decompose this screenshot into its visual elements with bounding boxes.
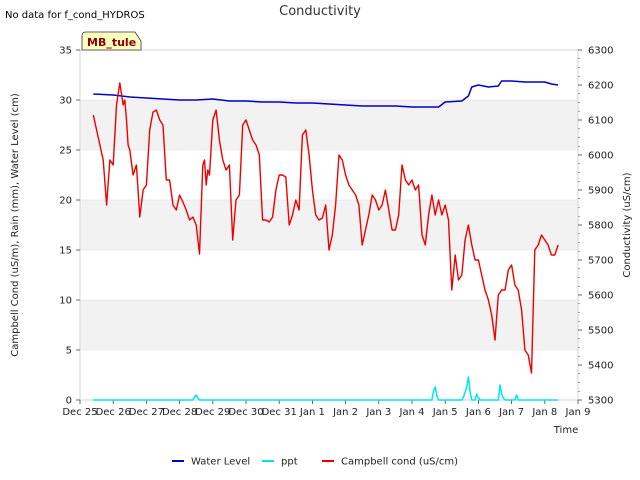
x-tick-label: Jan 8 [531, 407, 557, 418]
x-tick-label: Jan 9 [565, 407, 591, 418]
y2-tick-label: 6200 [588, 81, 613, 92]
y2-tick-label: 5800 [588, 221, 613, 232]
x-tick-label: Jan 2 [332, 407, 358, 418]
series-lines [92, 80, 559, 401]
y2-tick-label: 5500 [588, 326, 613, 337]
y-tick-label: 15 [59, 246, 72, 257]
series-line-campbell-cond-us-cm [92, 82, 559, 374]
y2-tick-label: 6000 [588, 151, 613, 162]
x-tick-label: Dec 31 [262, 407, 297, 418]
x-tick-label: Jan 1 [299, 407, 325, 418]
x-tick-label: Dec 26 [96, 407, 131, 418]
x-tick-label: Jan 7 [498, 407, 524, 418]
grid-band [80, 300, 578, 350]
x-tick-label: Dec 30 [228, 407, 263, 418]
y2-tick-label: 5300 [588, 396, 613, 407]
y-tick-label: 5 [66, 346, 72, 357]
y-tick-label: 30 [59, 96, 72, 107]
no-data-note: No data for f_cond_HYDROS [5, 10, 145, 21]
right-axis-ticks: 5300 5400 5500 5600 5700 5800 5900 6000 6100 6200… [578, 46, 613, 407]
x-axis-title: Time [553, 425, 578, 436]
legend-label: Campbell cond (uS/cm) [341, 457, 458, 468]
y2-tick-label: 5400 [588, 361, 613, 372]
x-tick-label: Dec 29 [195, 407, 230, 418]
y2-tick-label: 5700 [588, 256, 613, 267]
series-line-ppt [93, 376, 559, 401]
y2-tick-label: 6100 [588, 116, 613, 127]
badge-shape [81, 31, 142, 51]
y2-axis-title: Conductivity (uS/cm) [622, 172, 633, 277]
left-axis-ticks: 0 5 10 15 20 25 30 35 [59, 46, 80, 407]
x-tick-label: Dec 28 [162, 407, 197, 418]
x-tick-label: Jan 6 [465, 407, 491, 418]
y-axis-title: Campbell Cond (uS/m), Rain (mm), Water L… [10, 93, 21, 357]
y-tick-label: 35 [59, 46, 72, 57]
station-badge: MB_tule [81, 31, 142, 51]
y-tick-label: 25 [59, 146, 72, 157]
legend-label: ppt [281, 457, 298, 468]
y-tick-label: 10 [59, 296, 72, 307]
y-tick-label: 0 [66, 396, 72, 407]
x-tick-label: Jan 3 [365, 407, 391, 418]
legend: Water Level ppt Campbell cond (uS/cm) [172, 457, 458, 468]
x-tick-label: Dec 27 [129, 407, 164, 418]
y2-tick-label: 5900 [588, 186, 613, 197]
series-line-water-level [93, 80, 559, 108]
badge-label: MB_tule [87, 36, 136, 49]
grid-band [80, 100, 578, 150]
chart-title: Conductivity [279, 4, 361, 19]
grid-bands [80, 49, 578, 401]
y2-tick-label: 5600 [588, 291, 613, 302]
y2-tick-label: 6300 [588, 46, 613, 57]
x-tick-label: Jan 4 [399, 407, 425, 418]
x-tick-label: Dec 25 [62, 407, 97, 418]
x-tick-label: Jan 5 [432, 407, 458, 418]
legend-label: Water Level [191, 457, 250, 468]
y-tick-label: 20 [59, 196, 72, 207]
